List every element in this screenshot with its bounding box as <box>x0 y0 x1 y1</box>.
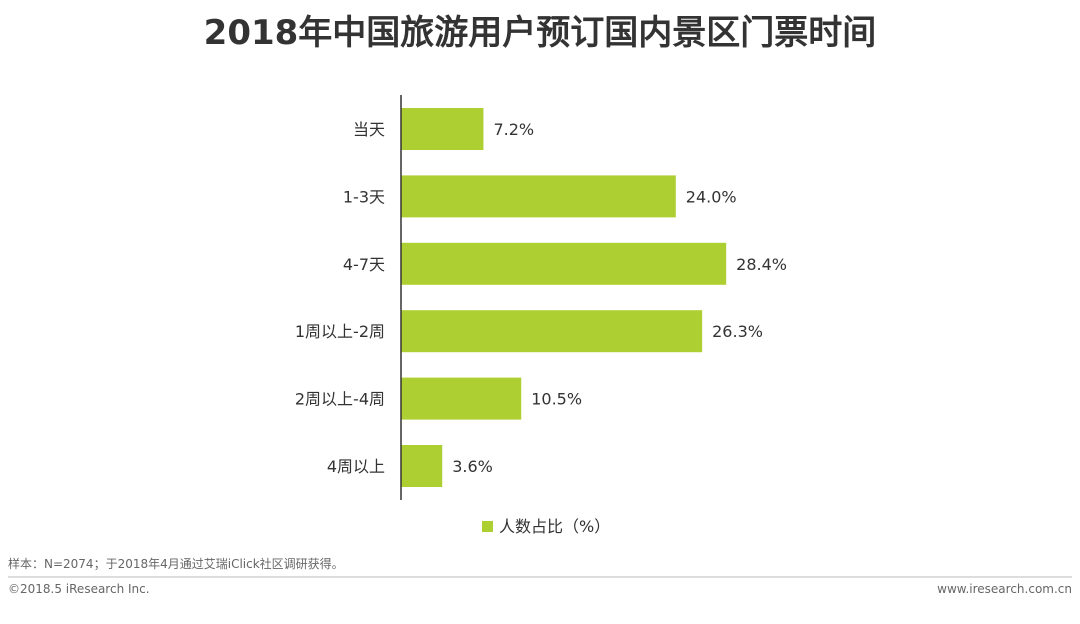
bar-0 <box>401 108 484 150</box>
value-label-4: 10.5% <box>531 390 582 409</box>
category-label-2: 4-7天 <box>343 255 385 274</box>
plot-area: 当天 7.2% 1-3天 24.0% 4-7天 28.4% 1周以上-2周 26.3% 2周以上… <box>295 108 787 487</box>
website: www.iresearch.com.cn <box>937 582 1072 596</box>
sample-note: 样本：N=2074；于2018年4月通过艾瑞iClick社区调研获得。 <box>8 556 344 571</box>
value-label-1: 24.0% <box>686 187 737 206</box>
value-label-5: 3.6% <box>452 457 493 476</box>
chart-title: 2018年中国旅游用户预订国内景区门票时间 <box>204 13 877 53</box>
category-label-5: 4周以上 <box>327 457 385 476</box>
bar-1 <box>401 175 676 218</box>
value-label-3: 26.3% <box>712 322 763 341</box>
category-label-1: 1-3天 <box>343 187 385 206</box>
legend-label: 人数占比（%） <box>499 517 610 536</box>
bar-2 <box>401 242 727 285</box>
category-label-3: 1周以上-2周 <box>295 322 385 341</box>
legend-swatch <box>482 521 493 532</box>
copyright: ©2018.5 iResearch Inc. <box>8 582 150 596</box>
legend: 人数占比（%） <box>482 517 610 536</box>
value-label-2: 28.4% <box>736 255 787 274</box>
category-label-4: 2周以上-4周 <box>295 390 385 409</box>
category-label-0: 当天 <box>353 120 385 139</box>
bar-5 <box>401 445 443 487</box>
value-label-0: 7.2% <box>493 120 534 139</box>
bar-3 <box>401 310 703 353</box>
bar-4 <box>401 377 522 420</box>
